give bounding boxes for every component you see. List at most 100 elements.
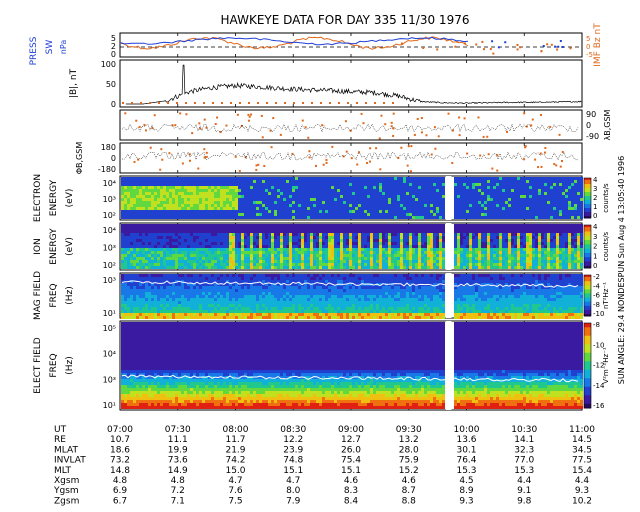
spectrogram-cell <box>298 239 301 242</box>
spectrogram-cell <box>523 230 526 233</box>
spectrogram-cell <box>184 201 187 204</box>
spectrogram-cell <box>421 248 424 251</box>
spectrogram-cell <box>142 183 145 186</box>
spectrogram-cell <box>199 177 202 180</box>
spectrogram-cell <box>499 177 502 180</box>
spectrogram-cell <box>190 257 193 260</box>
spectrogram-cell <box>457 189 460 192</box>
spectrogram-cell <box>334 216 337 219</box>
spectrogram-cell <box>304 198 307 201</box>
spectrogram-cell <box>250 195 253 198</box>
spectrogram-cell <box>226 254 229 257</box>
spectrogram-cell <box>424 242 427 245</box>
b-model-point <box>122 102 124 104</box>
spectrogram-cell <box>124 177 127 180</box>
spectrogram-cell <box>325 260 328 263</box>
spectrogram-cell <box>565 251 568 254</box>
spectrogram-cell <box>133 260 136 263</box>
b-model-point <box>176 102 178 104</box>
spectrogram-cell <box>400 213 403 216</box>
spectrogram-cell <box>172 257 175 260</box>
spectrogram-cell <box>151 245 154 248</box>
spectrogram-cell <box>439 224 442 227</box>
spectrogram-cell <box>214 230 217 233</box>
spectrogram-cell <box>307 248 310 251</box>
spectrogram-cell <box>508 210 511 213</box>
model-angle-point <box>360 112 363 115</box>
spectrogram-cell <box>400 195 403 198</box>
spectrogram-cell <box>454 198 457 201</box>
spectrogram-cell <box>154 183 157 186</box>
spectrogram-cell <box>436 180 439 183</box>
spectrogram-cell <box>463 263 466 266</box>
spectrogram-cell <box>166 216 169 219</box>
spectrogram-cell <box>331 192 334 195</box>
spectrogram-cell <box>535 254 538 257</box>
spectrogram-cell <box>304 236 307 239</box>
spectrogram-cell <box>214 186 217 189</box>
spectrogram-cell <box>472 239 475 242</box>
spectrogram-cell <box>217 248 220 251</box>
spectrogram-cell <box>283 189 286 192</box>
spectrogram-cell <box>193 257 196 260</box>
spectrogram-cell <box>514 213 517 216</box>
spectrogram-cell <box>139 277 142 280</box>
spectrogram-cell <box>301 260 304 263</box>
spectrogram-cell <box>499 198 502 201</box>
spectrogram-cell <box>211 242 214 245</box>
spectrogram-cell <box>418 260 421 263</box>
spectrogram-cell <box>391 177 394 180</box>
spectrogram-cell <box>178 207 181 210</box>
spectrogram-cell <box>355 260 358 263</box>
spectrogram-cell <box>478 260 481 263</box>
spectrogram-cell <box>400 251 403 254</box>
spectrogram-cell <box>376 183 379 186</box>
spectrogram-cell <box>355 239 358 242</box>
spectrogram-cell <box>580 201 583 204</box>
spectrogram-cell <box>313 254 316 257</box>
spectrogram-cell <box>133 263 136 266</box>
spectrogram-cell <box>292 192 295 195</box>
spectrogram-cell <box>250 186 253 189</box>
spectrogram-cell <box>262 242 265 245</box>
spectrogram-cell <box>460 189 463 192</box>
spectrogram-cell <box>412 189 415 192</box>
spectrogram-cell <box>163 263 166 266</box>
spectrogram-cell <box>565 207 568 210</box>
spectrogram-cell <box>538 177 541 180</box>
spectrogram-cell <box>541 201 544 204</box>
spectrogram-cell <box>169 213 172 216</box>
spectrogram-cell <box>496 233 499 236</box>
spectrogram-cell <box>337 257 340 260</box>
spectrogram-cell <box>283 260 286 263</box>
spectrogram-cell <box>439 192 442 195</box>
spectrogram-cell <box>454 192 457 195</box>
spectrogram-cell <box>235 177 238 180</box>
spectrogram-cell <box>496 260 499 263</box>
spectrogram-cell <box>412 216 415 219</box>
spectrogram-cell <box>172 189 175 192</box>
model-angle-point <box>342 155 345 158</box>
spectrogram-cell <box>373 198 376 201</box>
spectrogram-cell <box>385 257 388 260</box>
spectrogram-cell <box>253 230 256 233</box>
spectrogram-cell <box>520 180 523 183</box>
spectrogram-cell <box>232 204 235 207</box>
spectrogram-cell <box>520 227 523 230</box>
spectrogram-cell <box>298 263 301 266</box>
spectrogram-cell <box>241 227 244 230</box>
spectrogram-cell <box>463 236 466 239</box>
spectrogram-cell <box>391 242 394 245</box>
spectrogram-cell <box>121 189 124 192</box>
model-angle-point <box>486 135 489 138</box>
spectrogram-cell <box>409 236 412 239</box>
spectrogram-cell <box>490 224 493 227</box>
sun-angle-label: SUN ANGLE: 29.4 NONDESPUN Sun Aug 4 13:0… <box>617 156 626 384</box>
spectrogram-cell <box>205 236 208 239</box>
spectrogram-cell <box>157 195 160 198</box>
spectrogram-cell <box>439 213 442 216</box>
spectrogram-cell <box>310 245 313 248</box>
spectrogram-cell <box>154 257 157 260</box>
spectrogram-cell <box>172 186 175 189</box>
spectrogram-cell <box>535 224 538 227</box>
